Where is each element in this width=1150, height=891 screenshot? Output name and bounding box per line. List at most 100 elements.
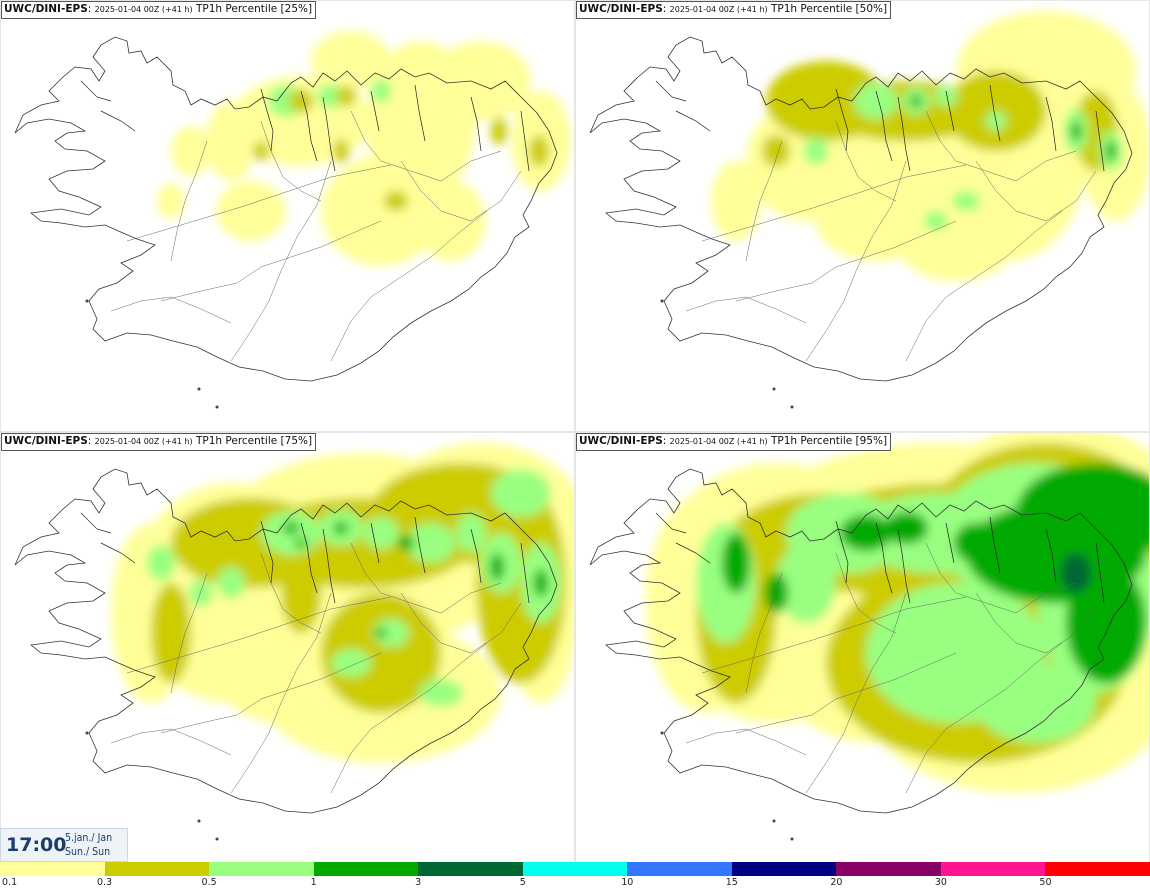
legend-swatch — [104, 862, 210, 876]
island — [215, 837, 219, 841]
fjord-line — [80, 80, 112, 102]
road-line — [350, 542, 502, 614]
valid-date: 5.jan./ Jan — [65, 832, 113, 844]
fjord-line — [945, 522, 955, 564]
road-line — [925, 110, 1077, 182]
valid-time-box: 17:00 5.jan./ Jan Sun./ Sun — [0, 828, 128, 862]
fjord-line — [989, 516, 1001, 574]
fjord-line — [875, 522, 893, 594]
legend-swatch — [418, 862, 523, 876]
road-line — [110, 728, 232, 756]
fjord-line — [100, 110, 136, 132]
coastline — [14, 468, 558, 814]
road-line — [330, 642, 488, 794]
road-line — [170, 140, 208, 262]
map-panel-p95: UWC/DINI-EPS: 2025-01-04 00Z (+41 h) TP1… — [575, 432, 1150, 864]
panel-title: UWC/DINI-EPS: 2025-01-04 00Z (+41 h) TP1… — [1, 1, 317, 19]
island — [85, 731, 89, 735]
road-line — [905, 210, 1063, 362]
fjord-line — [1095, 110, 1105, 172]
road-line — [745, 140, 783, 262]
fjord-line — [470, 528, 482, 584]
legend-swatch — [940, 862, 1046, 876]
fjord-line — [1045, 96, 1057, 152]
fjord-line — [897, 528, 911, 604]
road-line — [735, 652, 957, 734]
fjord-line — [470, 96, 482, 152]
fjord-line — [80, 512, 112, 534]
fjord-line — [1095, 542, 1105, 604]
island — [790, 837, 794, 841]
road-line — [230, 160, 332, 362]
island — [197, 819, 201, 823]
fjord-line — [989, 84, 1001, 142]
road-line — [260, 120, 322, 202]
road-line — [835, 552, 897, 634]
road-line — [400, 160, 522, 222]
coastline — [589, 36, 1133, 382]
panel-title: UWC/DINI-EPS: 2025-01-04 00Z (+41 h) TP1… — [1, 433, 317, 451]
legend-swatch — [1045, 862, 1150, 876]
coastline — [589, 468, 1133, 814]
road-line — [400, 592, 522, 654]
precip-map-p75 — [14, 443, 574, 841]
road-line — [975, 160, 1097, 222]
legend-label: 0.5 — [201, 877, 217, 888]
road-line — [805, 592, 907, 794]
legend-label: 0.3 — [96, 877, 113, 888]
fjord-line — [835, 520, 849, 584]
fjord-line — [300, 90, 318, 162]
road-line — [685, 296, 807, 324]
fjord-line — [945, 90, 955, 132]
fjord-line — [322, 96, 336, 172]
legend-swatch — [209, 862, 314, 876]
fjord-line — [370, 90, 380, 132]
legend-label: 1 — [310, 877, 317, 888]
road-line — [260, 552, 322, 634]
legend-swatch — [627, 862, 732, 876]
fjord-line — [300, 522, 318, 594]
legend-swatch — [0, 862, 105, 876]
road-line — [805, 160, 907, 362]
road-line — [701, 164, 967, 242]
precip-field — [157, 31, 571, 266]
road-line — [110, 296, 232, 324]
island — [215, 405, 219, 409]
road-line — [230, 592, 332, 794]
panel-title: UWC/DINI-EPS: 2025-01-04 00Z (+41 h) TP1… — [576, 1, 892, 19]
fjord-line — [655, 80, 687, 102]
road-line — [701, 596, 967, 674]
island — [660, 299, 664, 303]
fjord-line — [1045, 528, 1057, 584]
island — [772, 387, 776, 391]
road-line — [350, 110, 502, 182]
legend-swatch — [313, 862, 419, 876]
fjord-line — [655, 512, 687, 534]
road-line — [975, 592, 1097, 654]
legend-label: 5 — [519, 877, 526, 888]
panel-title: UWC/DINI-EPS: 2025-01-04 00Z (+41 h) TP1… — [576, 433, 892, 451]
legend-label: 10 — [621, 877, 634, 888]
fjord-line — [897, 96, 911, 172]
road-line — [905, 642, 1063, 794]
fjord-line — [370, 522, 380, 564]
road-line — [126, 164, 392, 242]
precip-map-p50 — [589, 11, 1149, 409]
legend-labels: 0.1 0.3 0.5 1 3 5 10 15 20 30 50 — [0, 876, 1150, 891]
legend-label: 50 — [1039, 877, 1052, 888]
fjord-line — [100, 542, 136, 564]
legend-label: 30 — [934, 877, 947, 888]
fjord-line — [260, 88, 274, 152]
fjord-line — [675, 542, 711, 564]
road-line — [925, 542, 1077, 614]
fjord-line — [520, 110, 530, 172]
road-line — [160, 220, 382, 302]
precip-field — [711, 11, 1149, 281]
legend-swatch — [522, 862, 628, 876]
road-line — [330, 210, 488, 362]
legend-label: 20 — [830, 877, 843, 888]
road-line — [126, 596, 392, 674]
fjord-line — [414, 516, 426, 574]
fjord-line — [260, 520, 274, 584]
legend-label: 3 — [415, 877, 422, 888]
